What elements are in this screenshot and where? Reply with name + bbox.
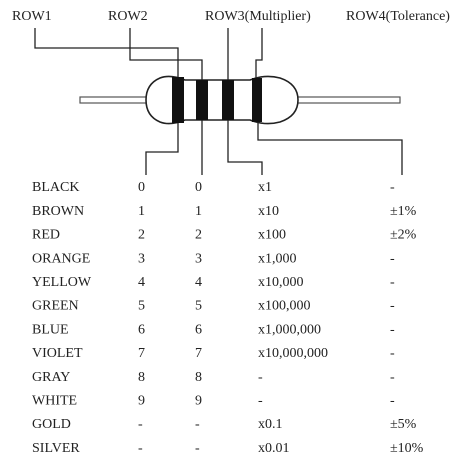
color-name: VIOLET	[32, 346, 83, 361]
row-label: ROW1	[12, 9, 52, 24]
color-name: WHITE	[32, 394, 77, 409]
multiplier: x10,000	[258, 275, 304, 290]
multiplier: x1,000,000	[258, 322, 321, 337]
digit-2: 9	[195, 394, 202, 409]
tolerance: -	[390, 370, 395, 385]
digit-1: 9	[138, 394, 145, 409]
tolerance: ±5%	[390, 417, 417, 432]
digit-1: 4	[138, 275, 145, 290]
table-row: GOLD - - x0.1 ±5%	[32, 417, 417, 432]
digit-1: 0	[138, 180, 145, 195]
digit-1: -	[138, 441, 143, 456]
digit-2: 8	[195, 370, 202, 385]
leader-lines	[34, 28, 403, 175]
digit-1: 7	[138, 346, 145, 361]
row-label: ROW3(Multiplier)	[205, 9, 311, 24]
digit-2: 0	[195, 180, 202, 195]
digit-2: 5	[195, 299, 202, 314]
digit-1: 5	[138, 299, 145, 314]
color-name: BLUE	[32, 322, 69, 337]
resistor	[79, 75, 401, 125]
table-row: BROWN 1 1 x10 ±1%	[32, 204, 417, 219]
color-name: BROWN	[32, 204, 84, 219]
multiplier: x100,000	[258, 299, 311, 314]
color-name: SILVER	[32, 441, 80, 456]
digit-2: -	[195, 441, 200, 456]
digit-1: 6	[138, 322, 145, 337]
digit-2: 6	[195, 322, 202, 337]
table-row: VIOLET 7 7 x10,000,000 -	[32, 346, 395, 361]
digit-2: 4	[195, 275, 202, 290]
color-name: ORANGE	[32, 251, 90, 266]
multiplier: x100	[258, 228, 286, 243]
digit-1: 2	[138, 228, 145, 243]
multiplier: x10,000,000	[258, 346, 328, 361]
table-row: SILVER - - x0.01 ±10%	[32, 441, 424, 456]
digit-2: 2	[195, 228, 202, 243]
color-name: GRAY	[32, 370, 70, 385]
digit-2: 1	[195, 204, 202, 219]
multiplier: -	[258, 370, 263, 385]
digit-1: -	[138, 417, 143, 432]
digit-1: 1	[138, 204, 145, 219]
table-row: GREEN 5 5 x100,000 -	[32, 299, 395, 314]
tolerance: -	[390, 322, 395, 337]
tolerance: -	[390, 394, 395, 409]
multiplier: -	[258, 394, 263, 409]
digit-1: 3	[138, 251, 145, 266]
color-name: BLACK	[32, 180, 79, 195]
row-label: ROW4(Tolerance)	[346, 9, 450, 24]
tolerance: -	[390, 299, 395, 314]
tolerance: ±10%	[390, 441, 424, 456]
table-row: ORANGE 3 3 x1,000 -	[32, 251, 395, 266]
color-name: GOLD	[32, 417, 71, 432]
row-label: ROW2	[108, 9, 148, 24]
multiplier: x0.01	[258, 441, 290, 456]
digit-2: 7	[195, 346, 202, 361]
color-name: RED	[32, 228, 60, 243]
tolerance: ±1%	[390, 204, 417, 219]
tolerance: -	[390, 275, 395, 290]
digit-2: 3	[195, 251, 202, 266]
multiplier: x10	[258, 204, 279, 219]
table-row: YELLOW 4 4 x10,000 -	[32, 275, 395, 290]
tolerance: -	[390, 180, 395, 195]
color-name: YELLOW	[32, 275, 92, 290]
table-row: BLACK 0 0 x1 -	[32, 180, 395, 195]
multiplier: x0.1	[258, 417, 283, 432]
table-row: BLUE 6 6 x1,000,000 -	[32, 322, 395, 337]
table-row: WHITE 9 9 - -	[32, 394, 395, 409]
digit-1: 8	[138, 370, 145, 385]
table-row: RED 2 2 x100 ±2%	[32, 228, 417, 243]
table-row: GRAY 8 8 - -	[32, 370, 395, 385]
digit-2: -	[195, 417, 200, 432]
tolerance: ±2%	[390, 228, 417, 243]
multiplier: x1	[258, 180, 272, 195]
tolerance: -	[390, 251, 395, 266]
color-name: GREEN	[32, 299, 79, 314]
tolerance: -	[390, 346, 395, 361]
multiplier: x1,000	[258, 251, 297, 266]
